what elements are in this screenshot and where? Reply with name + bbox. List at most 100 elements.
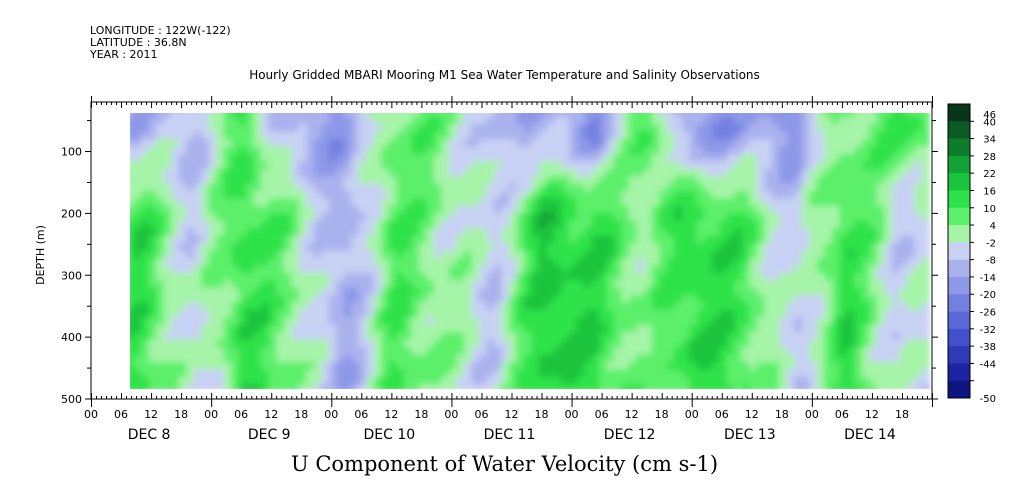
heatmap-cell — [291, 198, 300, 207]
heatmap-cell — [906, 295, 916, 304]
heatmap-cell — [411, 376, 420, 385]
heatmap-cell — [674, 369, 683, 378]
heatmap-cell — [899, 220, 908, 229]
heatmap-cell — [509, 369, 518, 378]
heatmap-cell — [734, 257, 743, 266]
heatmap-cell — [824, 339, 833, 348]
heatmap-cell — [403, 176, 412, 185]
heatmap-cell — [696, 220, 705, 229]
heatmap-cell — [433, 369, 443, 378]
x-hour-tick-label: 00 — [685, 408, 699, 421]
heatmap-cell — [839, 347, 848, 356]
heatmap-cell — [839, 384, 848, 389]
heatmap-cell — [381, 191, 390, 200]
heatmap-cell — [831, 354, 840, 363]
heatmap-cell — [719, 235, 728, 244]
heatmap-cell — [478, 228, 488, 237]
heatmap-cell — [283, 213, 292, 222]
heatmap-cell — [313, 153, 322, 162]
heatmap-cell — [130, 139, 135, 148]
heatmap-cell — [433, 317, 443, 326]
heatmap-cell — [388, 213, 397, 222]
heatmap-cell — [516, 287, 525, 296]
heatmap-cell — [298, 139, 307, 148]
heatmap-cell — [869, 302, 878, 311]
heatmap-cell — [291, 205, 300, 214]
heatmap-cell — [501, 243, 510, 252]
heatmap-cell — [824, 257, 833, 266]
heatmap-cell — [223, 176, 232, 185]
heatmap-cell — [163, 361, 172, 370]
heatmap-cell — [193, 198, 202, 207]
heatmap-cell — [674, 280, 683, 289]
heatmap-cell — [351, 272, 360, 281]
colorbar-label: 10 — [983, 204, 996, 215]
colorbar-swatch — [948, 311, 970, 330]
heatmap-cell — [921, 265, 931, 274]
heatmap-cell — [741, 332, 750, 341]
heatmap-cell — [689, 369, 698, 378]
heatmap-cell — [659, 332, 668, 341]
heatmap-cell — [231, 228, 240, 237]
heatmap-cell — [178, 369, 187, 378]
heatmap-cell — [133, 235, 142, 244]
heatmap-cell — [876, 113, 886, 118]
heatmap-cell — [614, 243, 623, 252]
heatmap-cell — [704, 220, 713, 229]
heatmap-cell — [509, 257, 518, 266]
heatmap-cell — [186, 116, 195, 125]
heatmap-cell — [569, 161, 578, 170]
heatmap-cell — [696, 205, 705, 214]
heatmap-cell — [719, 332, 728, 341]
heatmap-cell — [471, 220, 480, 229]
x-hour-tick-label: 06 — [715, 408, 729, 421]
heatmap-cell — [854, 250, 863, 259]
heatmap-cell — [486, 168, 495, 177]
heatmap-cell — [599, 324, 608, 333]
heatmap-cell — [163, 309, 172, 318]
heatmap-cell — [418, 354, 427, 363]
heatmap-cell — [343, 302, 352, 311]
heatmap-cell — [171, 309, 180, 318]
heatmap-cell — [283, 324, 292, 333]
heatmap-cell — [336, 317, 345, 326]
heatmap-cell — [756, 116, 765, 125]
heatmap-cell — [846, 124, 856, 133]
heatmap-cell — [824, 265, 833, 274]
heatmap-cell — [599, 354, 608, 363]
heatmap-cell — [576, 220, 585, 229]
heatmap-cell — [674, 139, 683, 148]
heatmap-cell — [321, 213, 330, 222]
heatmap-cell — [539, 228, 548, 237]
heatmap-cell — [614, 131, 623, 140]
heatmap-cell — [463, 354, 473, 363]
heatmap-cell — [426, 287, 435, 296]
heatmap-cell — [726, 168, 735, 177]
heatmap-cell — [644, 302, 653, 311]
heatmap-cell — [418, 153, 427, 162]
heatmap-cell — [411, 198, 420, 207]
heatmap-cell — [644, 250, 653, 259]
heatmap-cell — [801, 332, 810, 341]
heatmap-cell — [246, 243, 255, 252]
heatmap-cell — [130, 183, 135, 192]
heatmap-cell — [148, 324, 157, 333]
heatmap-cell — [276, 280, 285, 289]
heatmap-cell — [584, 131, 593, 140]
heatmap-cell — [298, 235, 307, 244]
heatmap-cell — [726, 139, 735, 148]
heatmap-cell — [831, 116, 840, 125]
heatmap-cell — [448, 205, 458, 214]
heatmap-cell — [141, 116, 150, 125]
heatmap-cell — [704, 272, 713, 281]
heatmap-cell — [756, 317, 765, 326]
heatmap-cell — [433, 265, 443, 274]
heatmap-cell — [914, 361, 923, 370]
heatmap-cell — [336, 361, 345, 370]
heatmap-cell — [561, 243, 570, 252]
heatmap-cell — [899, 250, 908, 259]
heatmap-cell — [283, 146, 292, 155]
heatmap-cell — [351, 295, 360, 304]
heatmap-cell — [381, 176, 390, 185]
heatmap-cell — [261, 161, 270, 170]
